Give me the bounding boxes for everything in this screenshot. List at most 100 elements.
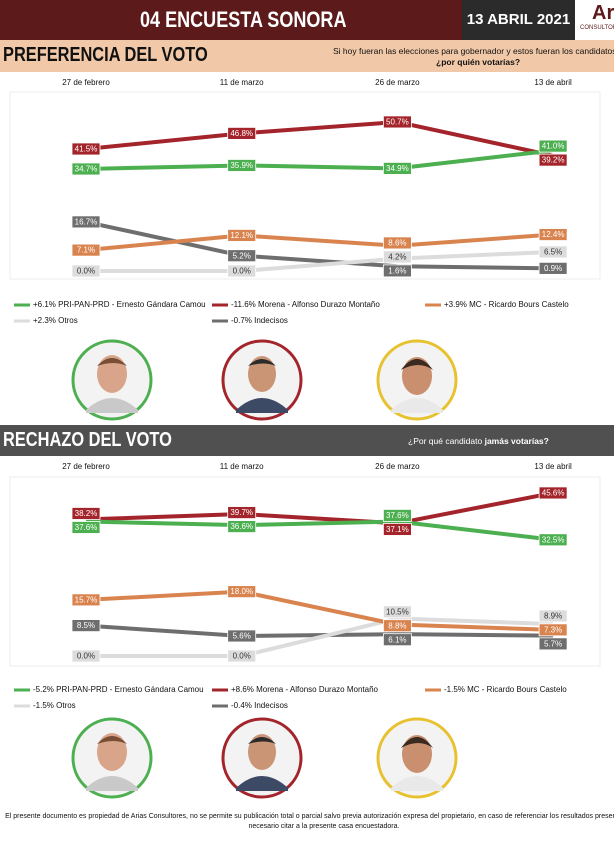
value-label-box	[382, 605, 412, 619]
value-label-box	[538, 486, 568, 500]
plot-frame	[9, 91, 601, 280]
value-label: 10.5%	[386, 607, 409, 616]
x-tick-label: 11 de marzo	[220, 462, 264, 471]
x-tick-label: 11 de marzo	[220, 78, 264, 87]
value-label-box	[71, 264, 101, 278]
value-label-box	[71, 215, 101, 229]
value-label-box	[538, 139, 568, 153]
value-label: 6.1%	[388, 635, 406, 644]
value-label: 8.9%	[544, 612, 562, 621]
value-label: 41.0%	[542, 142, 565, 151]
value-label-box	[538, 153, 568, 167]
value-label: 18.0%	[230, 587, 253, 596]
x-tick-label: 13 de abril	[534, 78, 572, 87]
value-label-box	[538, 609, 568, 623]
value-label: 39.2%	[542, 156, 565, 165]
series-line	[85, 148, 554, 171]
series-line	[85, 490, 554, 526]
value-label-box	[382, 619, 412, 633]
footer: El presente documento es propiedad de Ar…	[5, 813, 614, 830]
value-label-box	[227, 127, 257, 140]
value-label-box	[71, 649, 101, 663]
value-label-box	[382, 161, 412, 175]
legend-label: -0.7% Indecisos	[231, 316, 288, 325]
x-tick-label: 26 de marzo	[375, 462, 420, 471]
value-label-box	[71, 142, 101, 156]
series-line	[85, 119, 554, 158]
value-label-box	[538, 261, 568, 275]
value-label: 0.9%	[544, 264, 562, 273]
question-emphasis: ¿por quién votarías?	[436, 57, 521, 67]
series-line	[86, 616, 554, 658]
series-line	[86, 249, 554, 273]
value-label: 0.0%	[233, 652, 251, 661]
value-label: 37.6%	[386, 511, 409, 520]
legend-label: -1.5% Otros	[33, 701, 76, 710]
value-label: 0.0%	[77, 267, 95, 276]
value-label-box	[71, 619, 101, 633]
logo-name: Arias	[592, 2, 614, 24]
value-label-box	[227, 249, 257, 263]
x-tick-label: 13 de abril	[534, 462, 572, 471]
section-title: RECHAZO DEL VOTO	[3, 429, 172, 451]
value-label: 35.9%	[230, 161, 253, 170]
header-title: 04 ENCUESTA SONORA	[140, 7, 347, 32]
value-label: 1.6%	[388, 266, 406, 275]
value-label: 39.7%	[230, 508, 253, 517]
value-label-box	[538, 637, 568, 651]
value-label: 5.6%	[233, 632, 251, 641]
value-label: 38.2%	[75, 509, 98, 518]
legend-label: -11.6% Morena - Alfonso Durazo Montaño	[231, 300, 380, 309]
value-label: 4.2%	[388, 252, 406, 261]
series-line	[85, 219, 554, 271]
value-label: 41.5%	[75, 145, 98, 154]
value-label-box	[71, 593, 101, 607]
header-date: 13 ABRIL 2021	[462, 0, 575, 40]
question: ¿Por qué candidato	[408, 436, 483, 446]
section-bar: RECHAZO DEL VOTO ¿Por qué candidato jamá…	[0, 425, 614, 456]
legend-label: +2.3% Otros	[33, 316, 78, 325]
value-label-box	[538, 245, 568, 259]
value-label-box	[227, 649, 257, 663]
value-label-box	[538, 228, 568, 241]
x-tick-label: 27 de febrero	[62, 462, 110, 471]
value-label: 0.0%	[77, 652, 95, 661]
value-label: 8.6%	[388, 239, 406, 248]
value-label: 7.1%	[77, 246, 95, 255]
legend-label: +3.9% MC - Ricardo Bours Castelo	[444, 300, 569, 309]
value-label: 34.9%	[386, 164, 409, 173]
series-line	[85, 232, 554, 253]
section-title: PREFERENCIA DEL VOTO	[3, 44, 208, 66]
question-line: ¿Por qué candidato jamás votarías?	[408, 436, 549, 446]
value-label-box	[71, 162, 101, 176]
series-line	[85, 589, 554, 632]
value-label: 16.7%	[75, 218, 98, 227]
value-label-box	[382, 633, 412, 647]
value-label: 50.7%	[386, 118, 409, 127]
value-label-box	[227, 585, 257, 599]
value-label-box	[71, 521, 101, 534]
question-emphasis: jamás votarías?	[484, 436, 549, 446]
value-label: 36.6%	[230, 522, 253, 531]
value-label: 7.3%	[544, 625, 562, 634]
value-label-box	[71, 507, 101, 520]
value-label-box	[227, 264, 257, 278]
value-label-box	[227, 159, 257, 172]
value-label-box	[382, 236, 412, 250]
logo: Arias CONSULTORES	[578, 2, 614, 38]
value-label-box	[382, 115, 412, 129]
value-label-box	[227, 506, 257, 519]
value-label: 8.8%	[388, 621, 406, 630]
series-line	[85, 519, 554, 542]
x-tick-label: 27 de febrero	[62, 78, 110, 87]
value-label-box	[382, 509, 412, 522]
value-label: 8.5%	[77, 621, 95, 630]
value-label: 37.1%	[386, 525, 409, 534]
header-bar: 04 ENCUESTA SONORA	[0, 0, 462, 40]
section-bar: PREFERENCIA DEL VOTO Si hoy fueran las e…	[0, 40, 614, 72]
legend-label: -0.4% Indecisos	[231, 701, 288, 710]
value-label-box	[227, 629, 257, 643]
value-label-box	[71, 243, 101, 257]
